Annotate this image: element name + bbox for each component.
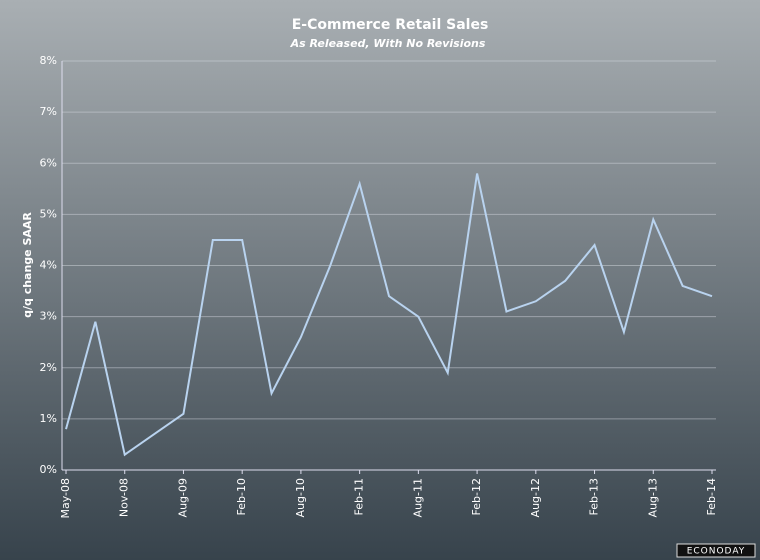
y-tick-label: 0% <box>40 463 57 476</box>
y-tick-label: 5% <box>40 207 57 220</box>
x-tick-label: Feb-13 <box>588 478 601 515</box>
chart-subtitle: As Released, With No Revisions <box>290 37 486 50</box>
x-tick-label: Aug-13 <box>646 478 659 517</box>
x-tick-label: Aug-12 <box>529 478 542 517</box>
brand: ECONODAY <box>687 547 746 557</box>
y-tick-label: 4% <box>40 259 57 272</box>
y-axis-label: q/q change SAAR <box>21 212 34 318</box>
x-tick-label: Feb-10 <box>235 478 248 515</box>
chart-title: E-Commerce Retail Sales <box>292 17 489 33</box>
x-tick-label: Feb-11 <box>353 478 366 515</box>
y-tick-label: 3% <box>40 310 57 323</box>
x-tick-label: Nov-08 <box>118 478 131 517</box>
x-tick-label: Aug-11 <box>411 478 424 517</box>
y-tick-label: 6% <box>40 156 57 169</box>
x-tick-label: May-08 <box>59 478 72 519</box>
series-line <box>65 173 713 457</box>
y-tick-label: 7% <box>40 105 57 118</box>
brand-box <box>676 543 756 558</box>
x-tick-label: Aug-10 <box>294 478 307 517</box>
y-tick-label: 8% <box>40 54 57 67</box>
x-tick-label: Feb-14 <box>705 478 718 515</box>
x-tick-label: Feb-12 <box>470 478 483 515</box>
y-tick-label: 2% <box>40 361 57 374</box>
x-tick-label: Aug-09 <box>176 478 189 517</box>
y-tick-label: 1% <box>40 412 57 425</box>
